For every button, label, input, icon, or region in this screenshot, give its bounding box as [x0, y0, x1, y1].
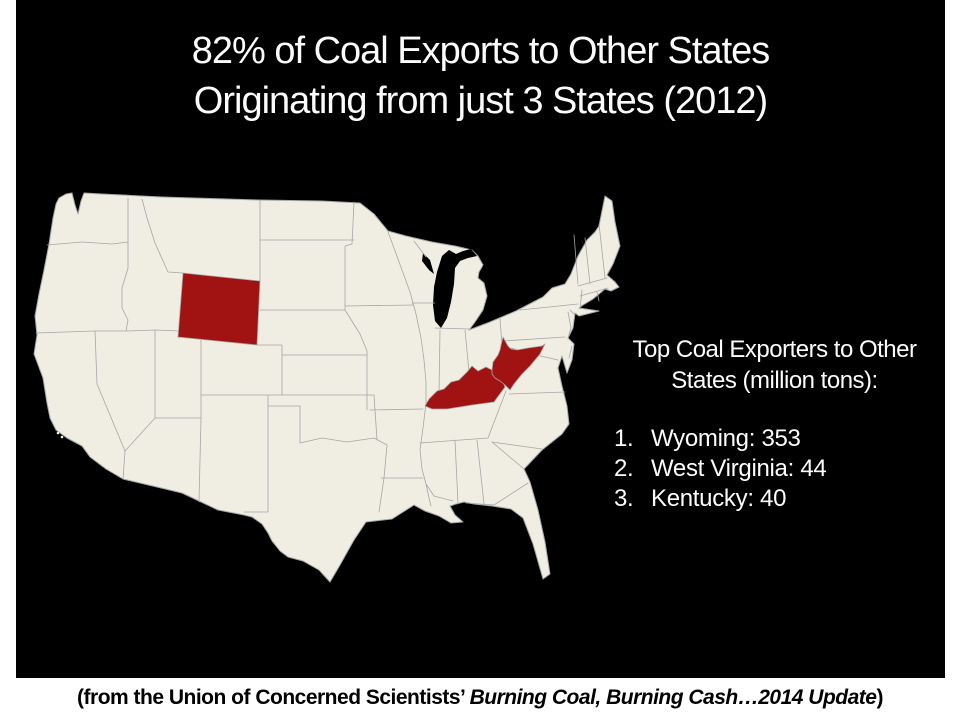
panel-heading: Top Coal Exporters to Other States (mill…	[602, 334, 947, 396]
caption-prefix: (from the Union of Concerned Scientists’	[77, 686, 470, 709]
state-kentucky	[424, 365, 506, 410]
exporters-list: 1. Wyoming: 353 2. West Virginia: 44 3. Ken…	[602, 424, 947, 514]
list-item-label: Kentucky: 40	[651, 485, 787, 512]
channel-island	[60, 435, 64, 439]
exporters-panel: Top Coal Exporters to Other States (mill…	[602, 334, 947, 514]
list-item-label: Wyoming: 353	[651, 425, 801, 452]
slide-title-line1: 82% of Coal Exports to Other States	[191, 30, 771, 72]
list-item-number: 2.	[614, 455, 634, 482]
list-item-label: West Virginia: 44	[651, 455, 827, 482]
list-item: 2. West Virginia: 44	[614, 454, 947, 484]
slide-title-line2: Originating from just 3 States (2012)	[193, 80, 768, 122]
list-item: 1. Wyoming: 353	[614, 424, 947, 454]
caption-suffix: )	[876, 686, 883, 709]
us-map	[22, 188, 622, 588]
source-caption: (from the Union of Concerned Scientists’…	[0, 678, 960, 720]
slide-canvas: 82% of Coal Exports to Other States Orig…	[16, 0, 945, 678]
panel-heading-line1: Top Coal Exporters to Other	[632, 336, 917, 363]
caption-italic-title: Burning Coal, Burning Cash…2014 Update	[469, 686, 877, 709]
list-item-number: 1.	[614, 425, 634, 452]
state-wyoming	[177, 272, 261, 346]
state-west-virginia	[491, 336, 546, 391]
slide-title: 82% of Coal Exports to Other States Orig…	[16, 26, 945, 126]
panel-heading-line2: States (million tons):	[671, 367, 878, 394]
us-map-svg	[33, 192, 621, 583]
state-borders	[35, 197, 609, 513]
list-item: 3. Kentucky: 40	[614, 484, 947, 514]
list-item-number: 3.	[614, 485, 634, 512]
channel-island	[56, 431, 60, 435]
us-outline	[33, 192, 621, 583]
lake-michigan	[422, 249, 477, 328]
